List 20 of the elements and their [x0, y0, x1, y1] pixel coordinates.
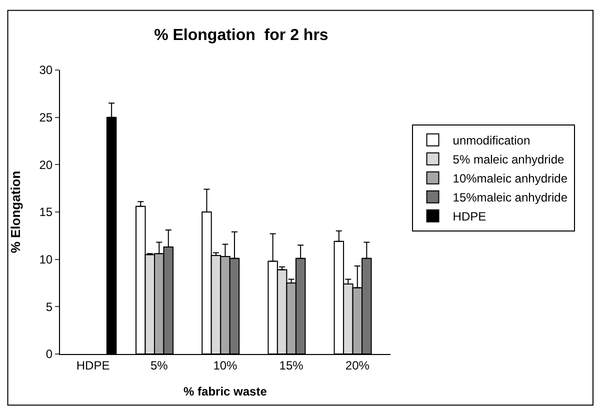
x-tick-label: 15% [279, 358, 304, 372]
x-axis-title: % fabric waste [184, 384, 268, 398]
y-tick-label: 20 [39, 158, 53, 172]
legend-label: unmodification [452, 134, 530, 148]
x-tick-label: 10% [213, 358, 238, 372]
y-tick-label: 30 [39, 63, 53, 78]
x-tick-label: 5% [150, 358, 168, 372]
y-tick-label: 15 [39, 205, 53, 220]
legend-label: 10%maleic anhydride [452, 172, 568, 186]
chart-title: % Elongation for 2 hrs [154, 27, 328, 44]
y-tick-label: 5 [46, 300, 53, 314]
x-tick-label: HDPE [76, 358, 110, 372]
legend-label: 15%maleic anhydride [452, 190, 568, 205]
x-tick-label: 20% [345, 358, 370, 372]
legend-label: HDPE [452, 210, 486, 224]
y-tick-label: 0 [46, 347, 53, 362]
y-axis-title: % Elongation [8, 170, 24, 254]
y-tick-label: 10 [39, 252, 53, 267]
y-tick-label: 25 [39, 110, 53, 125]
legend-label: 5% maleic anhydride [452, 152, 564, 167]
